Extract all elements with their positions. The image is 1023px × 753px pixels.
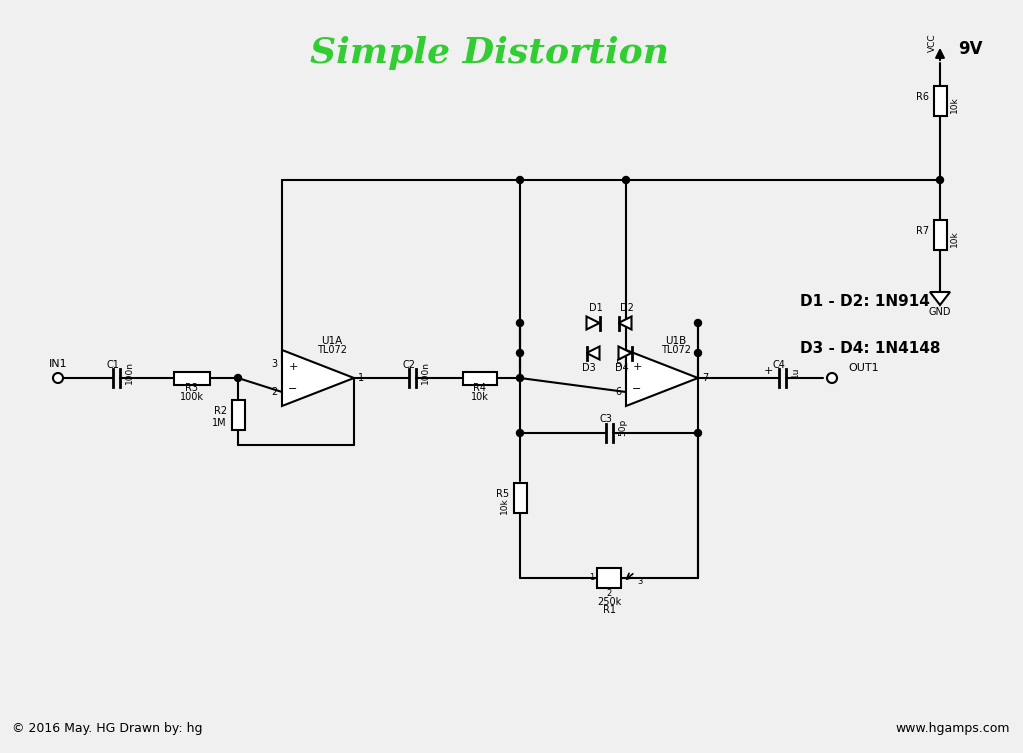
Text: R6: R6	[916, 92, 929, 102]
Circle shape	[827, 373, 837, 383]
Text: 10k: 10k	[471, 392, 489, 402]
Bar	[597, 568, 621, 588]
Text: 7: 7	[702, 373, 708, 383]
Text: 6: 6	[615, 387, 621, 397]
Text: C2: C2	[402, 360, 415, 370]
Text: D2: D2	[620, 303, 634, 313]
Text: 100k: 100k	[180, 392, 204, 402]
Text: R4: R4	[474, 383, 487, 393]
Circle shape	[695, 319, 702, 327]
Text: 250k: 250k	[596, 597, 621, 607]
Bar	[514, 483, 527, 513]
Text: D3 - D4: 1N4148: D3 - D4: 1N4148	[800, 340, 940, 355]
Text: D1: D1	[589, 303, 603, 313]
Text: R3: R3	[185, 383, 198, 393]
Bar	[934, 220, 946, 250]
Text: www.hgamps.com: www.hgamps.com	[895, 722, 1010, 735]
Text: 1u: 1u	[791, 366, 800, 378]
Text: IN1: IN1	[49, 359, 68, 369]
Text: 3: 3	[637, 578, 642, 587]
Text: R7: R7	[916, 226, 929, 236]
Text: 5: 5	[615, 359, 621, 369]
Text: GND: GND	[929, 307, 951, 317]
Text: C3: C3	[599, 414, 613, 424]
Text: 100n: 100n	[125, 361, 134, 383]
Text: R2: R2	[214, 406, 227, 416]
Text: R5: R5	[496, 489, 509, 499]
Bar	[934, 86, 946, 116]
Text: D3: D3	[582, 363, 595, 373]
Circle shape	[623, 176, 629, 184]
Polygon shape	[619, 346, 631, 359]
Text: −: −	[632, 384, 641, 395]
Text: 9V: 9V	[958, 40, 982, 58]
Circle shape	[234, 374, 241, 382]
Text: D4: D4	[615, 363, 629, 373]
Polygon shape	[586, 346, 599, 359]
Text: TL072: TL072	[317, 345, 347, 355]
Text: 10k: 10k	[950, 96, 959, 114]
Circle shape	[53, 373, 63, 383]
Bar	[231, 400, 244, 430]
Circle shape	[517, 429, 524, 437]
Text: 3: 3	[271, 359, 277, 369]
Text: 2: 2	[271, 387, 277, 397]
Text: +: +	[763, 366, 772, 376]
Polygon shape	[586, 316, 599, 330]
Text: +: +	[288, 361, 298, 372]
Text: OUT1: OUT1	[848, 363, 879, 373]
Text: R1: R1	[603, 605, 616, 615]
Circle shape	[517, 176, 524, 184]
Circle shape	[695, 349, 702, 356]
Circle shape	[695, 429, 702, 437]
Text: 100n: 100n	[421, 361, 430, 383]
Polygon shape	[930, 292, 950, 305]
Text: 1: 1	[589, 574, 594, 583]
Text: 50p: 50p	[618, 419, 627, 436]
Bar	[174, 371, 210, 385]
Text: TL072: TL072	[661, 345, 691, 355]
Text: © 2016 May. HG Drawn by: hg: © 2016 May. HG Drawn by: hg	[12, 722, 203, 735]
Text: −: −	[288, 384, 298, 395]
Circle shape	[517, 349, 524, 356]
Polygon shape	[282, 350, 354, 406]
Text: 10k: 10k	[950, 230, 959, 248]
Text: +: +	[632, 361, 641, 372]
Text: 1M: 1M	[213, 418, 227, 428]
Text: 2: 2	[607, 589, 612, 597]
Text: U1A: U1A	[321, 336, 343, 346]
Text: C4: C4	[772, 360, 786, 370]
Circle shape	[517, 319, 524, 327]
Text: VCC: VCC	[928, 34, 936, 52]
Text: Simple Distortion: Simple Distortion	[311, 36, 669, 70]
Polygon shape	[626, 350, 698, 406]
Text: 10k: 10k	[500, 498, 509, 514]
Text: D1 - D2: 1N914: D1 - D2: 1N914	[800, 294, 930, 309]
Circle shape	[517, 374, 524, 382]
Circle shape	[936, 176, 943, 184]
Text: U1B: U1B	[665, 336, 686, 346]
Text: 1: 1	[358, 373, 364, 383]
Text: C1: C1	[106, 360, 120, 370]
Polygon shape	[619, 316, 631, 330]
Bar	[463, 371, 497, 385]
